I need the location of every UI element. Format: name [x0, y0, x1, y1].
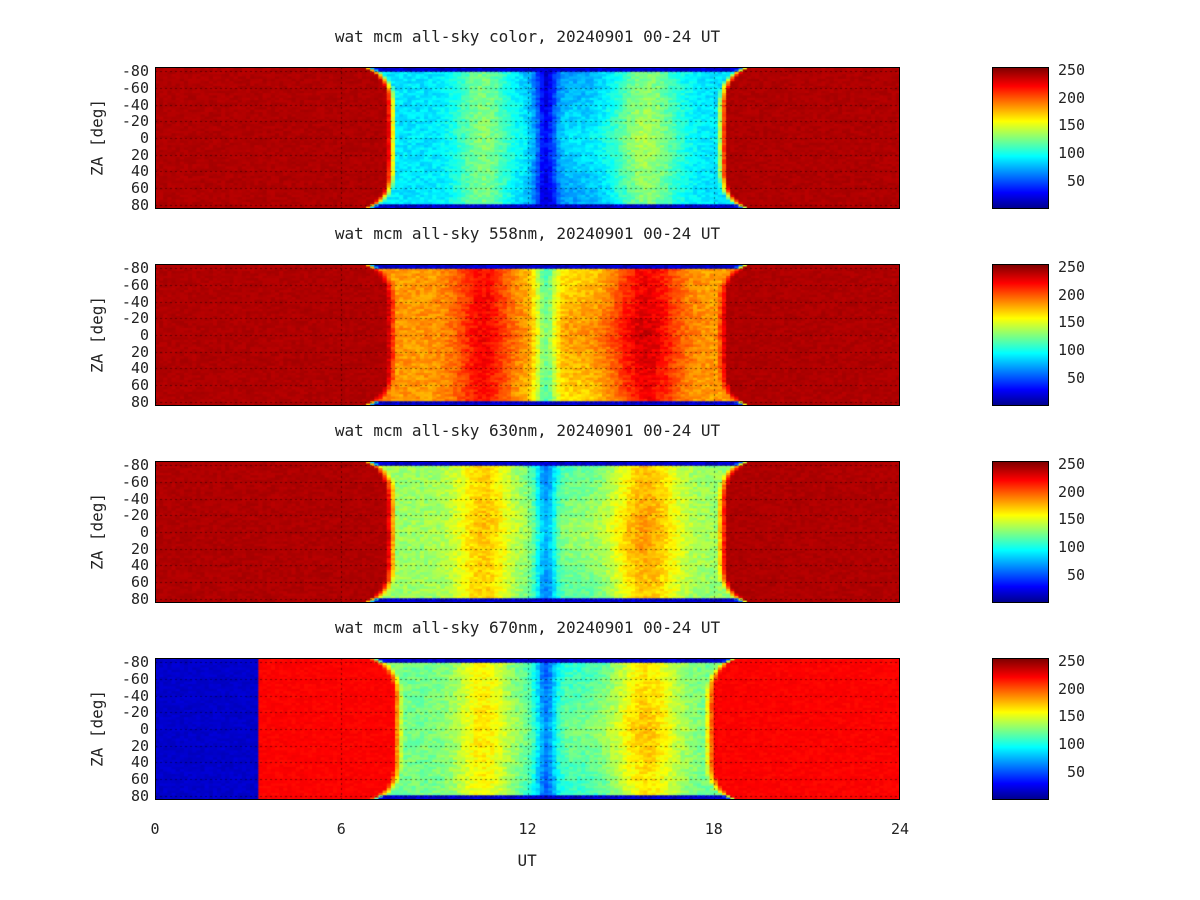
colorbar-tick-label: 200	[1058, 88, 1086, 107]
colorbar-tick-label: 100	[1058, 144, 1086, 163]
x-tick-label: 12	[518, 820, 537, 838]
colorbar	[992, 67, 1049, 209]
y-tick-label: -20	[121, 703, 149, 722]
colorbar-tick-label: 250	[1058, 454, 1086, 473]
y-tick-label: -80	[121, 456, 149, 475]
y-tick-label: -40	[121, 95, 149, 114]
colorbar-tick-label: 250	[1058, 651, 1086, 670]
heatmap-plot	[155, 67, 900, 209]
colorbar-tick-label: 200	[1058, 679, 1086, 698]
heatmap-plot	[155, 264, 900, 406]
x-tick-label: 0	[150, 820, 160, 838]
y-tick-label: -20	[121, 506, 149, 525]
colorbar-tick-label: 50	[1067, 763, 1086, 782]
y-axis-label: ZA [deg]	[87, 98, 107, 177]
y-tick-label: -40	[121, 686, 149, 705]
colorbar-tick-label: 50	[1067, 566, 1086, 585]
chart-title: wat mcm all-sky color, 20240901 00-24 UT	[334, 27, 721, 46]
y-tick-label: 60	[130, 376, 149, 395]
colorbar	[992, 461, 1049, 603]
colorbar-tick-label: 150	[1058, 116, 1086, 135]
plot-frame	[155, 264, 900, 406]
y-tick-label: 0	[139, 720, 149, 738]
y-tick-label: -80	[121, 259, 149, 278]
y-tick-label: 60	[130, 179, 149, 198]
y-axis-label: ZA [deg]	[87, 689, 107, 768]
colorbar-tick-label: 100	[1058, 341, 1086, 360]
plot-frame	[155, 658, 900, 800]
y-tick-label: 20	[130, 342, 149, 361]
y-tick-label: 80	[130, 392, 149, 411]
chart-title: wat mcm all-sky 558nm, 20240901 00-24 UT	[334, 224, 721, 243]
y-tick-label: -20	[121, 112, 149, 131]
y-tick-label: -60	[121, 669, 149, 688]
y-tick-label: 20	[130, 539, 149, 558]
y-tick-label: 40	[130, 753, 149, 772]
colorbar-tick-label: 100	[1058, 735, 1086, 754]
colorbar	[992, 658, 1049, 800]
y-tick-label: 80	[130, 195, 149, 214]
y-tick-label: -40	[121, 489, 149, 508]
y-tick-label: -80	[121, 62, 149, 81]
x-tick-label: 18	[704, 820, 723, 838]
y-tick-label: 0	[139, 129, 149, 147]
y-tick-label: 80	[130, 786, 149, 805]
colorbar	[992, 264, 1049, 406]
plot-frame	[155, 67, 900, 209]
colorbar-tick-label: 250	[1058, 257, 1086, 276]
y-axis-label: ZA [deg]	[87, 492, 107, 571]
y-tick-label: 20	[130, 736, 149, 755]
y-tick-label: 0	[139, 326, 149, 344]
x-tick-label: 24	[890, 820, 910, 838]
colorbar-tick-label: 100	[1058, 538, 1086, 557]
colorbar-tick-label: 50	[1067, 369, 1086, 388]
y-tick-label: -20	[121, 309, 149, 328]
colorbar-tick-label: 200	[1058, 285, 1086, 304]
y-tick-label: 40	[130, 359, 149, 378]
colorbar-tick-label: 50	[1067, 172, 1086, 191]
colorbar-tick-label: 250	[1058, 60, 1086, 79]
y-tick-label: 40	[130, 556, 149, 575]
colorbar-tick-label: 150	[1058, 313, 1086, 332]
x-tick-label: 6	[336, 820, 346, 838]
y-tick-label: 60	[130, 573, 149, 592]
plot-frame	[155, 461, 900, 603]
chart-title: wat mcm all-sky 670nm, 20240901 00-24 UT	[334, 618, 721, 637]
y-axis-label: ZA [deg]	[87, 295, 107, 374]
y-tick-label: -40	[121, 292, 149, 311]
y-tick-label: -60	[121, 78, 149, 97]
y-tick-label: 0	[139, 523, 149, 541]
colorbar-tick-label: 200	[1058, 482, 1086, 501]
y-tick-label: -60	[121, 275, 149, 294]
colorbar-tick-label: 150	[1058, 510, 1086, 529]
heatmap-plot	[155, 658, 900, 800]
colorbar-tick-label: 150	[1058, 707, 1086, 726]
y-tick-label: 80	[130, 589, 149, 608]
heatmap-plot	[155, 461, 900, 603]
y-tick-label: 60	[130, 770, 149, 789]
y-tick-label: 20	[130, 145, 149, 164]
y-tick-label: 40	[130, 162, 149, 181]
x-axis-label: UT	[517, 851, 537, 870]
y-tick-label: -60	[121, 472, 149, 491]
chart-title: wat mcm all-sky 630nm, 20240901 00-24 UT	[334, 421, 721, 440]
y-tick-label: -80	[121, 653, 149, 672]
